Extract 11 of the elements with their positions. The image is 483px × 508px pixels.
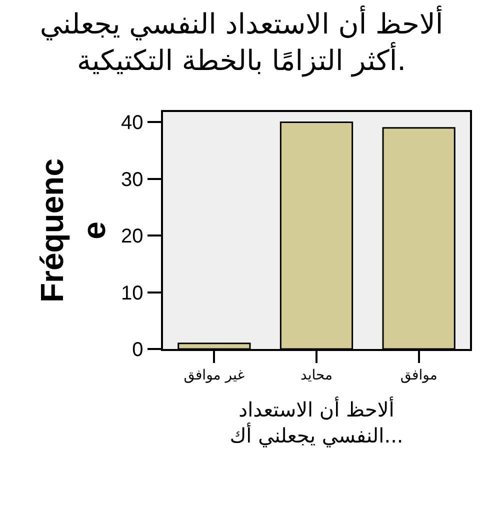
- x-tick-label: موافق: [400, 368, 438, 384]
- y-tick-label: 40: [121, 112, 144, 134]
- y-tick-label: 30: [121, 168, 144, 191]
- y-tick-label: 10: [121, 282, 144, 304]
- y-tick-label: 20: [121, 226, 144, 248]
- x-tick-label: غير موافق: [184, 368, 245, 384]
- chart-title: ألاحظ أن الاستعداد النفسي يجعلني أكثر التزامًا بالخطة التكتيكية.: [40, 6, 444, 77]
- x-tick-label: محايد: [300, 368, 333, 384]
- y-tick-label: 0: [132, 339, 144, 361]
- x-axis-title: ألاحظ أن الاستعداد النفسي يجعلني أك...: [230, 396, 404, 448]
- y-axis-title: Fréquenc e: [34, 158, 112, 303]
